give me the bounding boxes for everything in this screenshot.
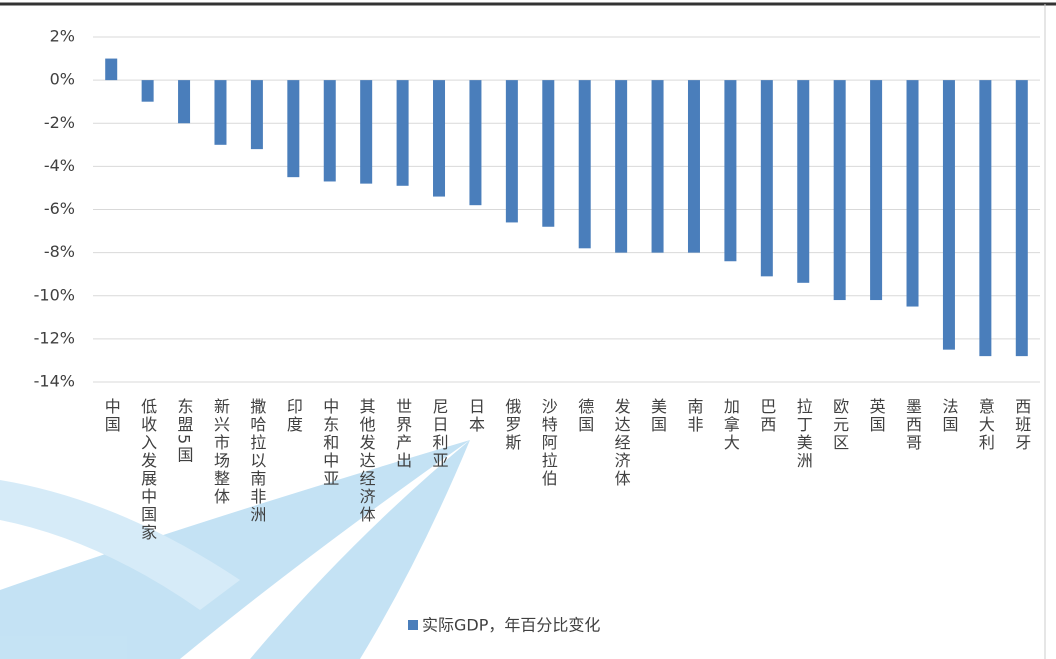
y-tick-label: -12% <box>34 328 75 347</box>
y-tick-label: -4% <box>44 156 75 175</box>
x-tick-label: 加拿大 <box>721 398 740 452</box>
bar <box>870 80 883 301</box>
y-tick-label: -2% <box>44 113 75 132</box>
bar <box>178 80 191 124</box>
x-tick-label: 低收入发展中国家 <box>138 398 157 542</box>
bar <box>287 80 300 178</box>
x-tick-label: 印度 <box>284 398 303 434</box>
x-tick-label: 南非 <box>684 398 703 434</box>
bar <box>214 80 227 145</box>
bar <box>687 80 700 253</box>
y-tick-label: -14% <box>34 372 75 391</box>
x-tick-label: 欧元区 <box>830 398 849 452</box>
bar <box>396 80 409 186</box>
y-tick-label: -6% <box>44 199 75 218</box>
x-tick-label: 巴西 <box>757 398 776 434</box>
x-tick-label: 新兴市场整体 <box>211 398 230 506</box>
x-tick-label: 日本 <box>466 398 485 434</box>
x-tick-label: 中东和中亚 <box>320 398 339 488</box>
bar <box>1015 80 1028 357</box>
bar <box>105 58 118 81</box>
x-tick-label: 中国 <box>102 398 121 434</box>
bar <box>797 80 810 283</box>
bar <box>615 80 628 253</box>
x-tick-label: 沙特阿拉伯 <box>539 398 558 488</box>
bar <box>433 80 446 197</box>
bar <box>323 80 336 182</box>
x-tick-label: 撒哈拉以南非洲 <box>247 398 266 524</box>
bar <box>760 80 773 277</box>
bar <box>250 80 263 150</box>
bar <box>906 80 919 307</box>
bar <box>360 80 373 184</box>
bar <box>979 80 992 357</box>
legend-label: 实际GDP，年百分比变化 <box>422 616 600 635</box>
x-tick-label: 其他发达经济体 <box>357 398 376 524</box>
x-tick-label: 俄罗斯 <box>502 398 521 452</box>
x-tick-label: 墨西哥 <box>903 398 922 452</box>
x-tick-label: 西班牙 <box>1012 398 1031 452</box>
x-tick-label: 发达经济体 <box>612 398 631 488</box>
bar <box>542 80 555 227</box>
x-tick-label: 尼日利亚 <box>430 398 449 470</box>
y-tick-label: 0% <box>50 70 75 89</box>
x-tick-label: 拉丁美洲 <box>794 398 813 470</box>
bar <box>469 80 482 206</box>
bar <box>942 80 955 350</box>
x-tick-label: 德国 <box>575 398 594 434</box>
x-tick-label: 英国 <box>867 398 886 434</box>
bar <box>141 80 154 102</box>
x-tick-label: 意大利 <box>976 397 995 452</box>
bar <box>578 80 591 249</box>
bar <box>833 80 846 301</box>
x-tick-label: 法国 <box>939 398 958 434</box>
bar <box>505 80 518 223</box>
x-tick-label: 世界产出 <box>393 398 412 470</box>
y-tick-label: -8% <box>44 242 75 261</box>
x-tick-label: 东盟5国 <box>175 398 194 464</box>
legend-swatch <box>408 620 418 630</box>
x-tick-label: 美国 <box>648 398 667 434</box>
watermark <box>0 440 470 659</box>
bar <box>651 80 664 253</box>
y-tick-label: -10% <box>34 285 75 304</box>
bar <box>724 80 737 262</box>
y-tick-label: 2% <box>50 27 75 46</box>
